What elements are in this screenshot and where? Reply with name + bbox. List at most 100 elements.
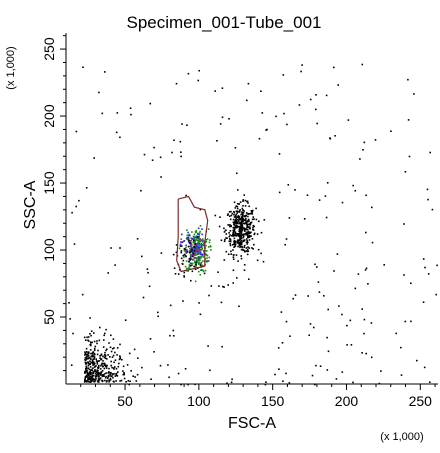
event-dot [242, 236, 244, 239]
event-dot [233, 233, 235, 236]
event-dot [243, 215, 246, 218]
event-dot [240, 240, 242, 242]
event-dot [175, 251, 178, 254]
event-dot [246, 248, 249, 251]
event-dot [230, 214, 233, 217]
event-dot [191, 258, 193, 261]
event-dot [248, 213, 251, 215]
event-dot [126, 364, 129, 366]
event-dot [252, 226, 254, 229]
event-dot [380, 370, 382, 372]
event-dot [149, 102, 152, 105]
event-dot [246, 228, 249, 231]
event-dot [173, 139, 175, 142]
event-dot [194, 280, 197, 283]
event-dot [97, 376, 100, 378]
event-dot [87, 367, 89, 369]
event-dot [207, 228, 210, 230]
event-dot [232, 269, 235, 272]
event-dot [198, 257, 201, 259]
event-dot [329, 137, 332, 140]
event-dot [289, 335, 291, 337]
event-dot [199, 251, 202, 254]
event-dot [98, 372, 100, 375]
event-dot [241, 248, 244, 251]
event-dot [119, 380, 121, 382]
event-dot [246, 234, 249, 236]
event-dot [241, 219, 243, 221]
event-dot [227, 213, 229, 215]
event-dot [198, 239, 201, 241]
event-dot [110, 364, 112, 367]
event-dot [197, 241, 199, 244]
event-dot [404, 171, 407, 173]
event-dot [141, 366, 143, 369]
event-dot [242, 233, 244, 236]
event-dot [98, 339, 101, 342]
event-dot [194, 260, 196, 263]
event-dot [88, 381, 90, 383]
event-dot [247, 241, 249, 244]
plot-marks [68, 63, 438, 386]
event-dot [229, 224, 231, 226]
event-dot [354, 287, 357, 290]
event-dot [195, 244, 197, 246]
event-dot [251, 211, 253, 214]
event-dot [84, 354, 86, 356]
event-dot [429, 151, 431, 154]
event-dot [346, 324, 348, 327]
event-dot [109, 377, 112, 380]
event-dot [99, 355, 101, 357]
event-dot [229, 230, 232, 232]
event-dot [245, 232, 247, 235]
event-dot [187, 245, 190, 248]
event-dot [195, 230, 197, 232]
event-dot [99, 357, 101, 359]
event-dot [363, 332, 365, 335]
event-dot [205, 261, 208, 263]
event-dot [186, 234, 189, 237]
event-dot [95, 371, 98, 373]
event-dot [69, 318, 71, 320]
event-dot [94, 376, 97, 378]
event-dot [95, 360, 98, 362]
event-dot [189, 251, 191, 254]
event-dot [232, 249, 234, 251]
event-dot [86, 355, 88, 358]
event-dot [201, 241, 204, 243]
event-dot [235, 222, 238, 224]
event-dot [201, 247, 203, 250]
event-dot [85, 353, 88, 356]
event-dot [206, 238, 209, 240]
event-dot [262, 260, 265, 263]
event-dot [257, 248, 260, 251]
event-dot [383, 264, 385, 266]
event-dot [247, 232, 250, 235]
event-dot [87, 336, 90, 338]
event-dot [247, 223, 249, 226]
event-dot [239, 222, 241, 224]
event-dot [122, 370, 124, 372]
event-dot [187, 231, 189, 234]
event-dot [103, 354, 106, 356]
event-dot [84, 351, 86, 353]
event-dot [191, 231, 193, 233]
event-dot [288, 382, 291, 384]
event-dot [193, 261, 196, 263]
event-dot [252, 248, 254, 250]
event-dot [104, 379, 106, 382]
event-dot [303, 218, 306, 220]
event-dot [177, 372, 180, 375]
event-dot [112, 338, 115, 340]
event-dot [104, 364, 107, 367]
event-dot [315, 108, 317, 111]
event-dot [202, 256, 205, 258]
event-dot [429, 381, 431, 383]
event-dot [249, 232, 252, 234]
event-dot [312, 326, 315, 329]
event-dot [390, 130, 392, 132]
event-dot [403, 274, 405, 276]
event-dot [237, 245, 239, 248]
event-dot [230, 224, 232, 227]
event-dot [228, 232, 230, 234]
